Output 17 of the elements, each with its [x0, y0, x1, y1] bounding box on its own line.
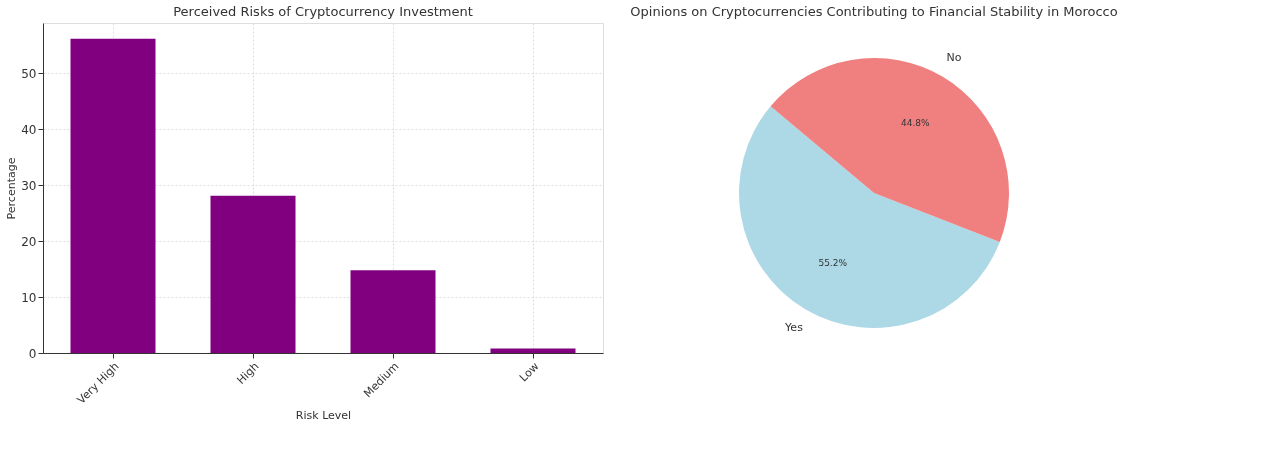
y-tick-label: 0 — [28, 346, 37, 361]
y-tick-label: 30 — [21, 178, 37, 193]
bar — [350, 270, 436, 353]
bar — [210, 195, 296, 353]
y-tick-label: 10 — [21, 290, 37, 305]
data-label: 55.2% — [818, 257, 848, 268]
x-axis-title: Risk Level — [295, 408, 352, 422]
slice-label: Yes — [784, 321, 804, 335]
chart-title: Perceived Risks of Cryptocurrency Investment — [173, 4, 473, 19]
y-tick-label: 40 — [21, 122, 37, 137]
slice-label: No — [946, 50, 962, 64]
y-tick-label: 50 — [21, 66, 37, 81]
y-axis-title: Percentage — [5, 157, 19, 220]
data-label: 44.8% — [900, 118, 931, 129]
y-tick-label: 20 — [21, 234, 37, 249]
bar — [70, 38, 156, 353]
chart-title: Opinions on Cryptocurrencies Contributing to Financial Stability in Morocco — [630, 4, 1118, 19]
